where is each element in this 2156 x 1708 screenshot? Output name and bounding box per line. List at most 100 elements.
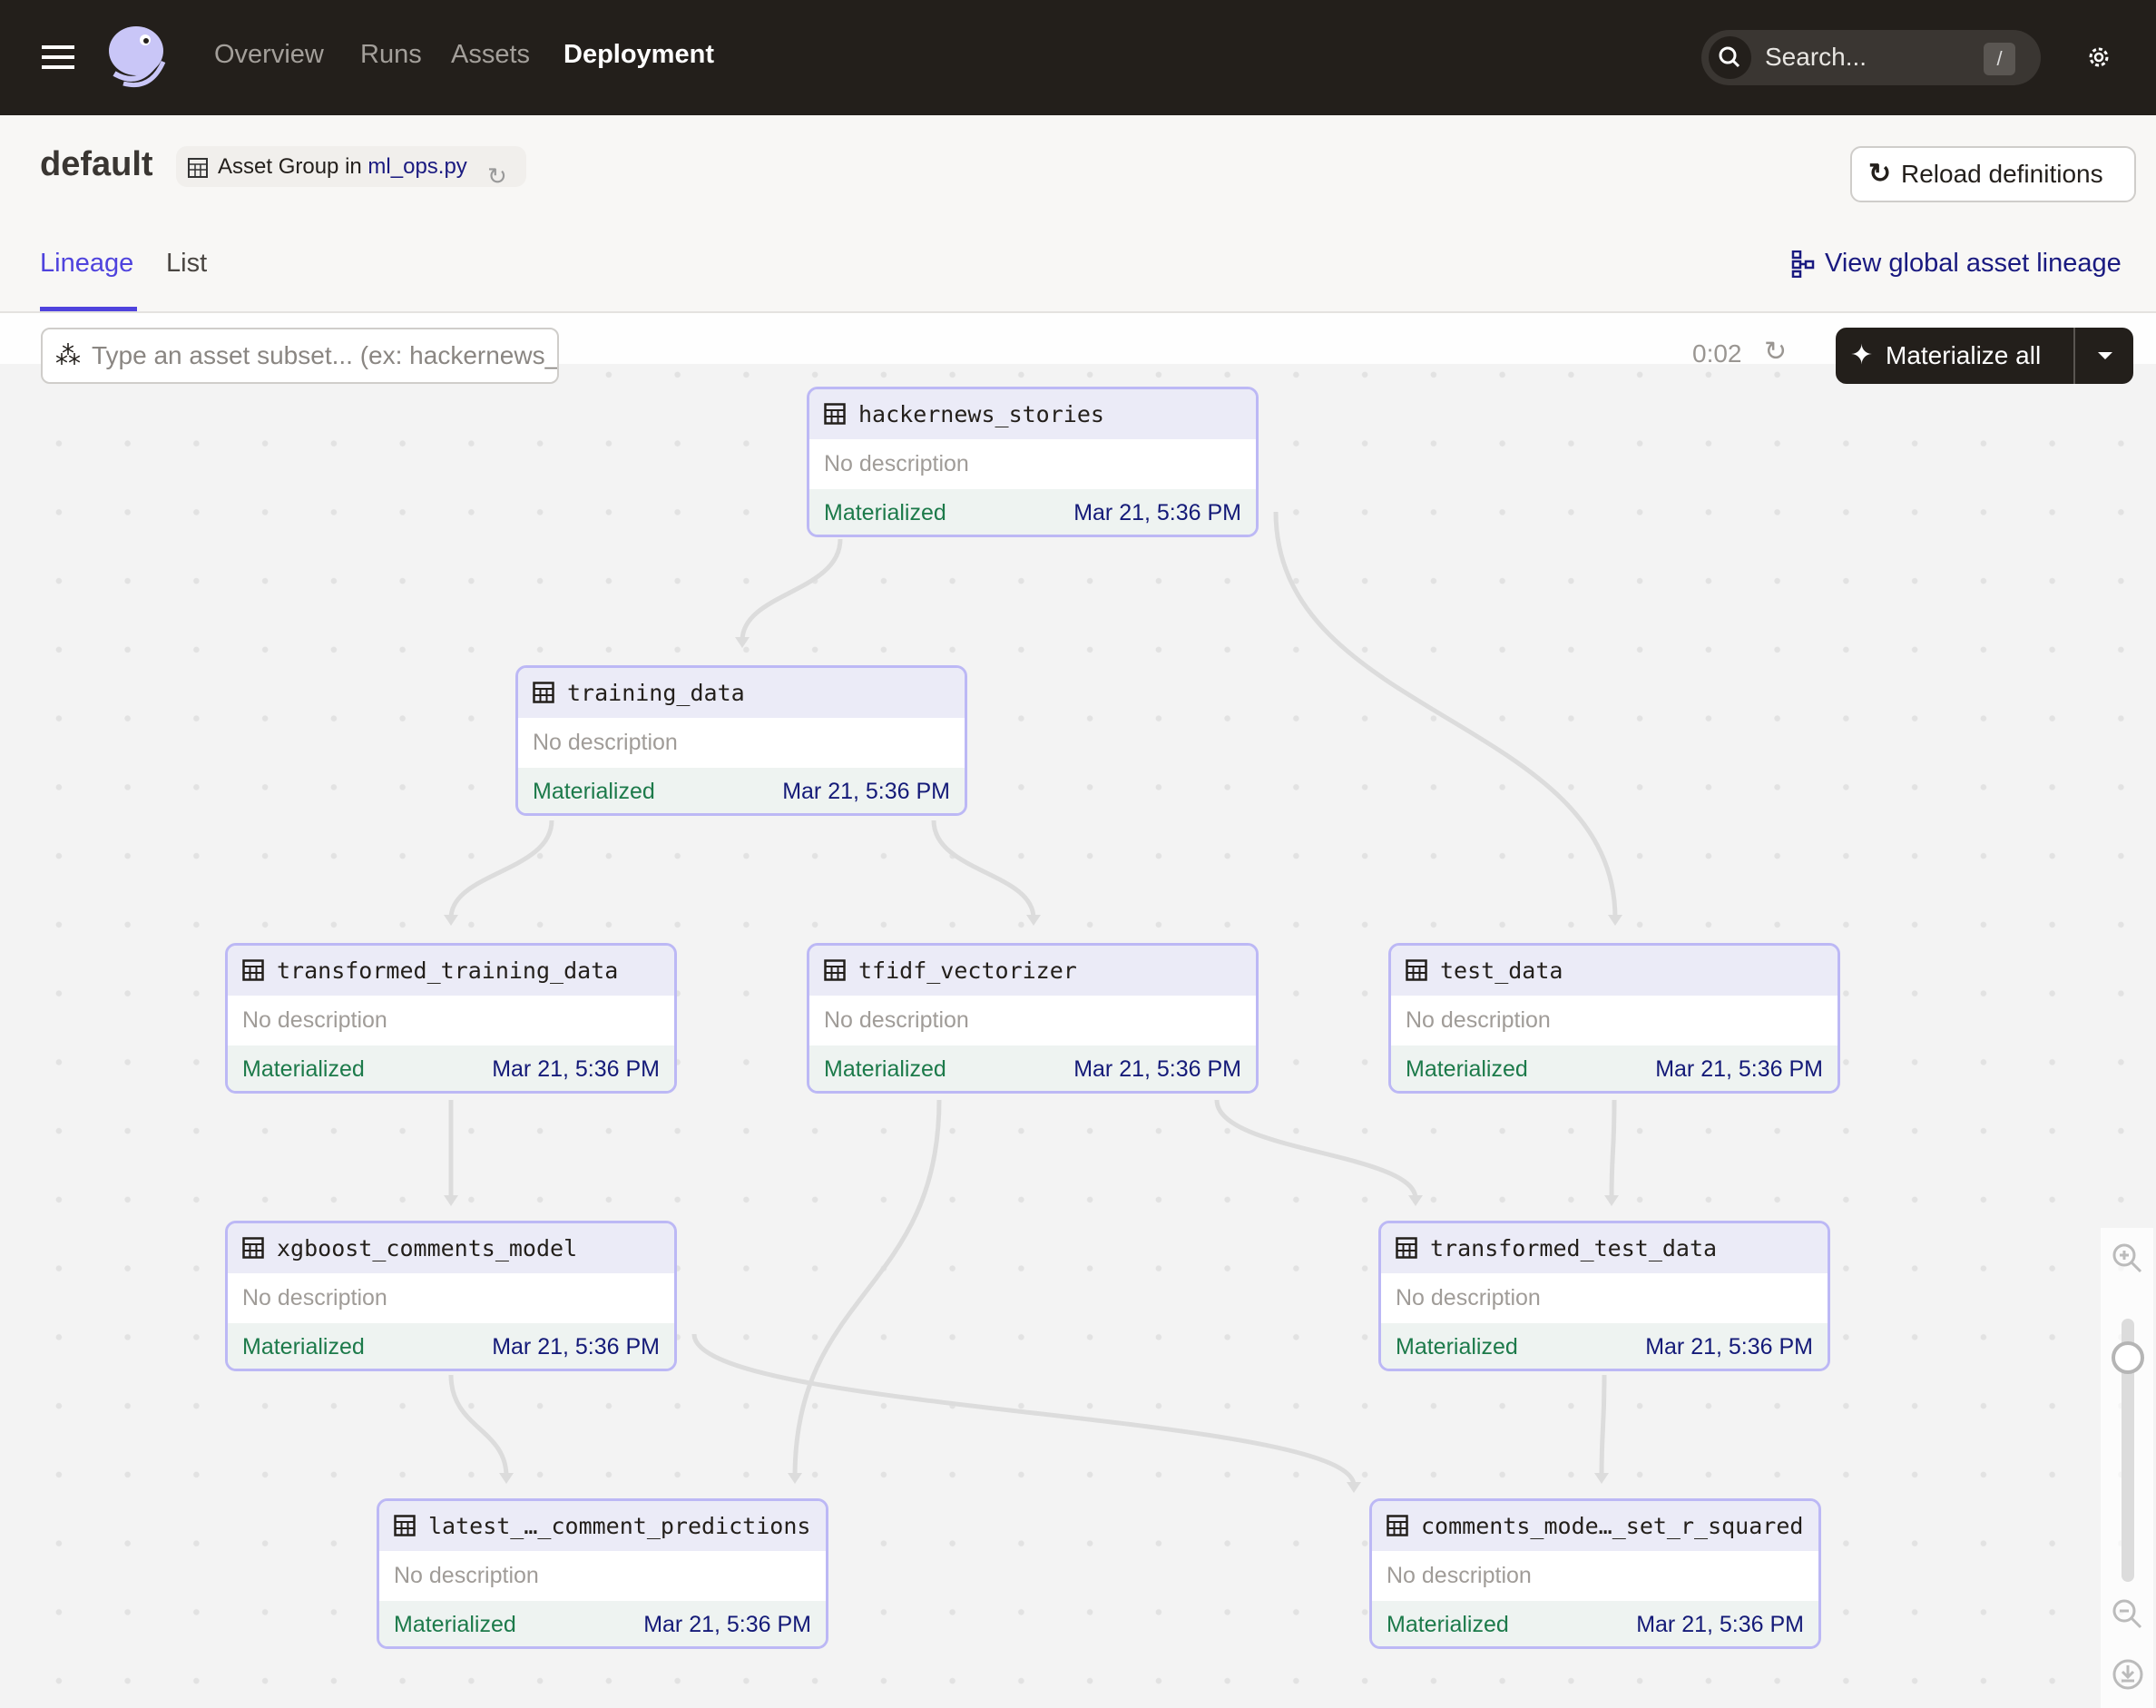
edge-arrowhead — [788, 1473, 802, 1484]
filter-placeholder: Type an asset subset... (ex: hackernews_… — [92, 341, 559, 369]
materialization-status: Materialized — [1387, 1612, 1509, 1637]
asset-name: xgboost_comments_model — [277, 1235, 578, 1261]
reload-definitions-button[interactable]: ↻ Reload definitions — [1850, 146, 2136, 202]
lineage-edge — [792, 1099, 942, 1477]
zoom-slider-handle[interactable] — [2112, 1341, 2144, 1375]
materialization-timestamp[interactable]: Mar 21, 5:36 PM — [1073, 500, 1241, 525]
edge-arrowhead — [1347, 1482, 1361, 1493]
asset-node-header: transformed_training_data — [228, 946, 674, 996]
asset-node-header: xgboost_comments_model — [228, 1223, 674, 1273]
edge-arrowhead — [1608, 915, 1622, 926]
zoom-out-icon[interactable] — [2112, 1598, 2144, 1631]
zoom-slider-track[interactable] — [2122, 1319, 2134, 1582]
search-shortcut: / — [1984, 43, 2015, 75]
nav-overview[interactable]: Overview — [214, 40, 324, 69]
tab-lineage[interactable]: Lineage — [40, 249, 134, 278]
asset-node[interactable]: tfidf_vectorizer No description Material… — [807, 943, 1259, 1094]
asset-subset-filter-input[interactable]: ⁂ Type an asset subset... (ex: hackernews… — [41, 328, 559, 384]
table-icon — [188, 158, 208, 178]
materialization-timestamp[interactable]: Mar 21, 5:36 PM — [1655, 1056, 1823, 1082]
asset-status-row: Materialized Mar 21, 5:36 PM — [809, 489, 1256, 535]
asset-node-header: comments_mode…_set_r_squared — [1372, 1501, 1818, 1551]
tab-list[interactable]: List — [166, 249, 208, 278]
zoom-in-icon[interactable] — [2112, 1242, 2144, 1275]
asset-name: tfidf_vectorizer — [858, 957, 1077, 984]
materialization-timestamp[interactable]: Mar 21, 5:36 PM — [643, 1612, 811, 1637]
materialize-dropdown-button[interactable] — [2073, 328, 2133, 384]
lineage-edge — [448, 1374, 509, 1477]
asset-node[interactable]: xgboost_comments_model No description Ma… — [225, 1221, 677, 1371]
asset-description: No description — [1381, 1273, 1828, 1323]
asset-name: transformed_test_data — [1430, 1235, 1718, 1261]
badge-prefix: Asset Group in — [218, 154, 362, 179]
repo-file-link[interactable]: ml_ops.py — [368, 154, 467, 179]
asset-node-header: test_data — [1391, 946, 1838, 996]
asset-name: test_data — [1440, 957, 1563, 984]
dagster-logo-icon[interactable] — [103, 24, 172, 93]
table-icon — [1406, 959, 1427, 981]
asset-description: No description — [228, 996, 674, 1045]
asset-status-row: Materialized Mar 21, 5:36 PM — [228, 1323, 674, 1369]
search-input[interactable]: Search... / — [1701, 30, 2041, 85]
refresh-icon[interactable]: ↻ — [1764, 337, 1788, 367]
caret-down-icon — [2098, 352, 2112, 359]
page-title: default — [40, 145, 153, 183]
asset-node-header: latest_…_comment_predictions — [379, 1501, 826, 1551]
materialization-status: Materialized — [242, 1056, 365, 1082]
edge-arrowhead — [444, 1195, 458, 1206]
edge-arrowhead — [499, 1473, 514, 1484]
materialization-timestamp[interactable]: Mar 21, 5:36 PM — [492, 1056, 660, 1082]
asset-description: No description — [809, 439, 1256, 489]
lineage-edge — [1609, 1099, 1617, 1200]
asset-description: No description — [228, 1273, 674, 1323]
asset-node[interactable]: transformed_training_data No description… — [225, 943, 677, 1094]
table-icon — [394, 1515, 416, 1536]
asset-node[interactable]: test_data No description Materialized Mar… — [1388, 943, 1840, 1094]
materialization-timestamp[interactable]: Mar 21, 5:36 PM — [1636, 1612, 1804, 1637]
asset-description: No description — [1391, 996, 1838, 1045]
divider — [0, 311, 2156, 313]
materialization-timestamp[interactable]: Mar 21, 5:36 PM — [1073, 1056, 1241, 1082]
sparkle-icon: ✦ — [1850, 340, 1874, 370]
asset-node-header: hackernews_stories — [809, 389, 1256, 439]
asset-status-row: Materialized Mar 21, 5:36 PM — [379, 1601, 826, 1646]
asset-node[interactable]: latest_…_comment_predictions No descript… — [377, 1498, 828, 1649]
nav-runs[interactable]: Runs — [360, 40, 422, 69]
asset-node[interactable]: hackernews_stories No description Materi… — [807, 387, 1259, 537]
materialization-timestamp[interactable]: Mar 21, 5:36 PM — [492, 1334, 660, 1360]
asset-node-header: transformed_test_data — [1381, 1223, 1828, 1273]
materialization-timestamp[interactable]: Mar 21, 5:36 PM — [1645, 1334, 1813, 1360]
asset-node[interactable]: comments_mode…_set_r_squared No descript… — [1369, 1498, 1821, 1649]
view-global-lineage-link[interactable]: View global asset lineage — [1791, 249, 2122, 279]
asset-status-row: Materialized Mar 21, 5:36 PM — [809, 1045, 1256, 1091]
asset-status-row: Materialized Mar 21, 5:36 PM — [1372, 1601, 1818, 1646]
gear-icon[interactable] — [2085, 44, 2112, 71]
table-icon — [1387, 1515, 1408, 1536]
asset-selection-icon: ⁂ — [55, 341, 81, 369]
edge-arrowhead — [444, 915, 458, 926]
table-icon — [1396, 1237, 1417, 1259]
asset-group-badge: Asset Group in ml_ops.py ↻ — [176, 146, 526, 190]
active-tab-indicator — [40, 307, 137, 311]
table-icon — [824, 959, 846, 981]
download-icon[interactable] — [2112, 1658, 2144, 1691]
asset-name: hackernews_stories — [858, 401, 1104, 427]
asset-name: transformed_training_data — [277, 957, 619, 984]
materialize-all-button[interactable]: ✦ Materialize all — [1836, 328, 2073, 384]
nav-deployment[interactable]: Deployment — [564, 40, 714, 69]
materialization-status: Materialized — [824, 1056, 946, 1082]
asset-node-header: training_data — [518, 668, 965, 718]
asset-name: latest_…_comment_predictions — [428, 1513, 811, 1539]
materialization-timestamp[interactable]: Mar 21, 5:36 PM — [782, 779, 950, 804]
materialization-status: Materialized — [1406, 1056, 1528, 1082]
materialization-status: Materialized — [242, 1334, 365, 1360]
asset-node[interactable]: transformed_test_data No description Mat… — [1378, 1221, 1830, 1371]
lineage-edge — [931, 820, 1036, 919]
reload-icon[interactable]: ↻ — [487, 162, 507, 190]
asset-name: comments_mode…_set_r_squared — [1421, 1513, 1804, 1539]
asset-node[interactable]: training_data No description Materialize… — [515, 665, 967, 816]
lineage-edge — [740, 538, 843, 642]
menu-icon[interactable] — [42, 45, 74, 69]
nav-assets[interactable]: Assets — [451, 40, 531, 69]
